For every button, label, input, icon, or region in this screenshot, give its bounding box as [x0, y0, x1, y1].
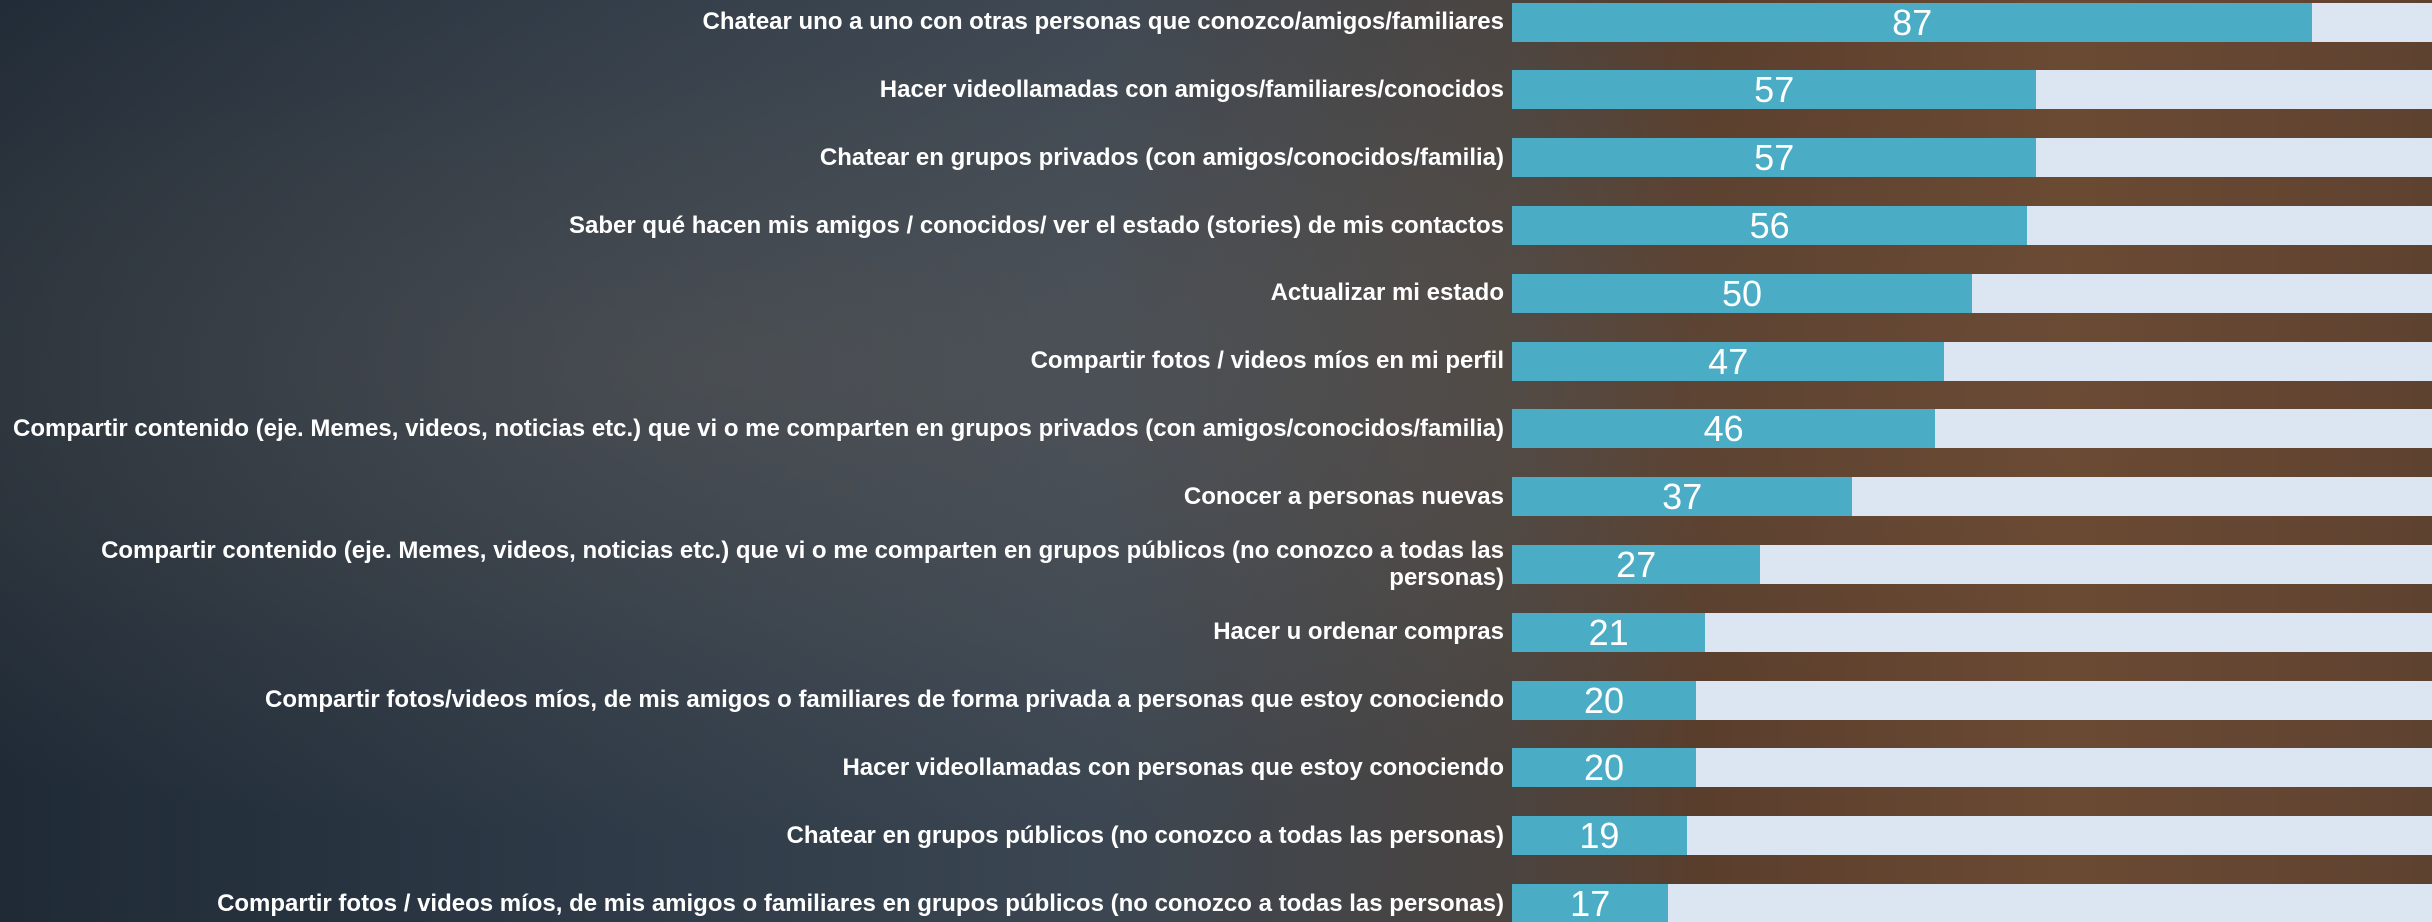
- value-label: 47: [1708, 340, 1749, 382]
- bar: [1512, 544, 1761, 584]
- bar: [1512, 2, 2313, 42]
- value-label: 27: [1616, 543, 1657, 585]
- category-label: Compartir fotos / videos míos en mi perf…: [1030, 347, 1504, 375]
- value-label: 57: [1754, 69, 1795, 111]
- value-label: 87: [1892, 1, 1933, 43]
- category-label: Chatear en grupos privados (con amigos/c…: [819, 143, 1504, 171]
- value-label: 21: [1588, 611, 1629, 653]
- value-label: 17: [1570, 882, 1611, 922]
- bar: [1512, 883, 1669, 922]
- category-label: Compartir contenido (eje. Memes, videos,…: [101, 536, 1504, 592]
- bar: [1512, 477, 1853, 517]
- value-label: 57: [1754, 137, 1795, 179]
- category-label: Actualizar mi estado: [1270, 279, 1504, 307]
- bar: [1512, 138, 2037, 178]
- value-label: 46: [1703, 408, 1744, 450]
- value-label: 56: [1749, 204, 1790, 246]
- bar: [1512, 612, 1706, 652]
- value-label: 20: [1583, 679, 1625, 721]
- category-label: Hacer u ordenar compras: [1213, 618, 1504, 646]
- category-label: Saber qué hacen mis amigos / conocidos/ …: [569, 211, 1504, 239]
- value-label: 50: [1721, 272, 1763, 314]
- bar: [1512, 680, 1696, 720]
- bar: [1512, 748, 1696, 788]
- category-label: Compartir fotos / videos míos, de mis am…: [217, 889, 1504, 917]
- category-label: Compartir fotos/videos míos, de mis amig…: [265, 686, 1504, 714]
- category-label: Chatear uno a uno con otras personas que…: [702, 8, 1504, 36]
- category-label: Chatear en grupos públicos (no conozco a…: [786, 821, 1504, 849]
- bar: [1512, 70, 2037, 110]
- bar: [1512, 816, 1687, 856]
- value-label: 20: [1583, 747, 1625, 789]
- category-label: Conocer a personas nuevas: [1183, 482, 1504, 510]
- category-label: Hacer videollamadas con amigos/familiare…: [879, 76, 1504, 103]
- category-label: Compartir contenido (eje. Memes, videos,…: [13, 415, 1504, 442]
- value-label: 37: [1662, 476, 1703, 518]
- bar: [1512, 341, 1945, 381]
- bar: [1512, 409, 1936, 449]
- bar: [1512, 205, 2028, 245]
- category-label: Hacer videollamadas con personas que est…: [842, 754, 1504, 781]
- value-label: 19: [1579, 815, 1620, 857]
- bar: [1512, 273, 1972, 313]
